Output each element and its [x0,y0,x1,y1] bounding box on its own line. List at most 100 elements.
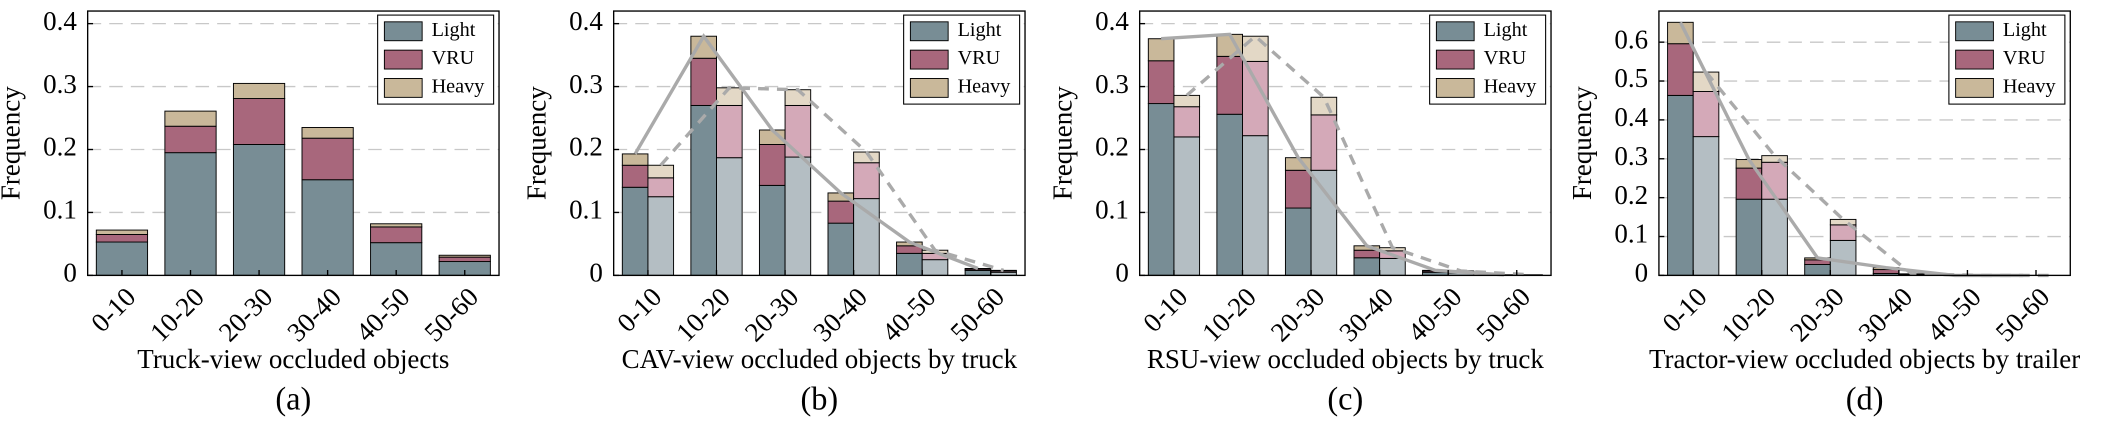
y-tick-label: 0.1 [1095,195,1129,225]
bar-segment [1173,106,1201,138]
y-tick-label: 0.2 [1614,180,1648,210]
x-tick-label: 30-40 [1333,282,1399,348]
legend-swatch [909,78,949,98]
bar-segment [827,222,855,276]
x-tick-label: 50-60 [418,282,484,348]
y-tick-label: 0.3 [43,69,77,99]
bar-segment [1379,257,1406,276]
bar-segment [1310,114,1338,171]
x-tick-label: 50-60 [1470,282,1536,348]
bar-segment [438,256,491,263]
legend-swatch [1955,21,1994,42]
caption: (c) [1327,381,1363,417]
y-tick-label: 0.3 [1614,141,1648,171]
bar-segment [621,153,649,166]
x-tick-label: 0-10 [1656,282,1712,338]
legend-label: Heavy [432,76,486,98]
legend-swatch [1435,49,1475,70]
bar-segment [1829,218,1857,226]
x-tick-label: 50-60 [944,282,1010,348]
total-line [633,33,979,271]
bar-segment [716,104,743,159]
y-tick-label: 0.4 [569,6,603,36]
bar-segment [1310,169,1338,276]
bar-segment [370,242,423,276]
legend-label: Heavy [958,76,1012,98]
x-tick-label: 30-40 [1853,282,1919,348]
axes-frame [612,10,1026,277]
bar-segment [232,82,286,99]
legend-label: Light [1484,19,1528,41]
bar-segment [758,184,786,276]
x-axis-label: Tractor-view occluded objects by trailer [1649,344,2080,374]
bar-segment [1667,94,1694,276]
x-tick-label: 0-10 [611,282,667,338]
bar-segment [647,177,675,198]
y-axis-label: Frequency [0,86,26,200]
x-tick-label: 10-20 [670,282,736,348]
x-tick-label: 40-50 [350,282,416,348]
x-tick-label: 40-50 [876,282,942,348]
bar-segment [1147,38,1175,62]
y-tick-label: 0.1 [1614,219,1648,249]
caption: (a) [275,381,311,417]
bar-segment [1284,207,1312,276]
bar-segment [690,57,717,106]
legend-swatch [1955,78,1994,98]
bar-segment [621,164,649,188]
bar-segment [232,144,286,276]
axes-frame [1658,10,2071,277]
bar-segment [1310,96,1338,116]
legend-swatch [1955,49,1994,70]
bar-segment [370,223,423,228]
bar-segment [1735,198,1763,276]
axes-frame [86,10,500,277]
bar-segment [1216,113,1243,276]
y-tick-label: 0.4 [43,6,77,36]
legend-label: VRU [432,47,475,69]
x-tick-label: 20-30 [1784,282,1850,348]
legend-swatch [1435,21,1475,42]
bar-segment [164,110,217,127]
bar-segment [1353,249,1381,259]
x-tick-label: 0-10 [1137,282,1193,338]
x-tick-label: 20-30 [213,282,279,348]
total-line [1185,33,1530,277]
bar-segment [758,144,786,186]
bar-segment [1692,91,1720,138]
x-tick-label: 40-50 [1921,282,1987,348]
bar-segment [1173,94,1201,108]
bar-segment [1353,257,1381,276]
y-tick-label: 0.4 [1614,102,1648,132]
legend-swatch [909,21,949,42]
y-tick-label: 0 [63,258,76,288]
y-tick-label: 0 [1635,258,1648,288]
y-tick-label: 0 [1115,258,1128,288]
caption: (d) [1846,381,1884,417]
bar-segment [853,162,880,200]
bar-segment [232,98,286,145]
y-tick-label: 0.1 [43,195,77,225]
bar-segment [1804,264,1831,276]
bar-segment [647,196,675,276]
bar-segment [164,125,217,154]
total-line [1161,32,1505,277]
bar-segment [1173,136,1201,276]
legend-swatch [383,78,423,98]
y-tick-label: 0.3 [1095,69,1129,99]
x-axis-label: CAV-view occluded objects by truck [622,344,1018,374]
axes-frame [1138,10,1552,277]
bar-segment [990,269,1017,272]
bar-segment [301,179,354,276]
y-axis-label: Frequency [1048,86,1078,200]
bar-segment [784,104,812,158]
legend-swatch [1435,78,1475,98]
bar-segment [1147,103,1175,276]
x-tick-label: 10-20 [1196,282,1262,348]
bar-segment [621,186,649,276]
x-tick-label: 30-40 [281,282,347,348]
bar-segment [1242,135,1269,276]
legend-label: Heavy [2003,76,2057,98]
y-axis-label: Frequency [1567,86,1597,200]
legend-label: Light [432,19,476,41]
